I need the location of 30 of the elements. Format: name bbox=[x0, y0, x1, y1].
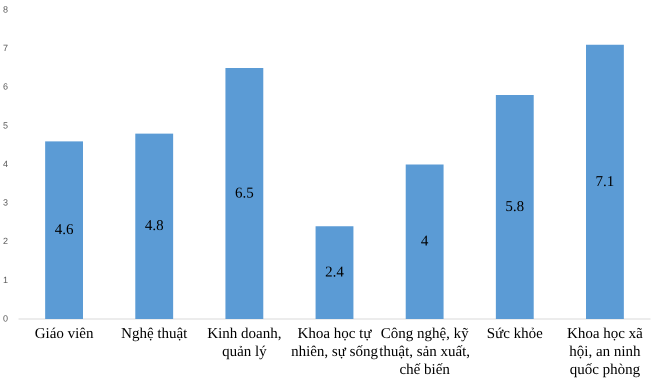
bar bbox=[586, 44, 624, 319]
data-label: 4.8 bbox=[144, 218, 164, 234]
y-tick-label: 7 bbox=[2, 43, 8, 54]
bar bbox=[135, 134, 174, 319]
bar bbox=[316, 226, 354, 319]
data-label: 4.6 bbox=[54, 222, 74, 238]
data-label: 2.4 bbox=[325, 264, 344, 281]
y-tick-label: 6 bbox=[2, 82, 8, 92]
x-tick-label: Kinh doanh, quản lý bbox=[207, 326, 282, 360]
bar bbox=[406, 164, 444, 319]
y-tick-label: 3 bbox=[2, 198, 8, 208]
data-label: 4 bbox=[420, 234, 429, 250]
y-tick-label: 4 bbox=[2, 158, 8, 169]
x-tick-label: Công nghệ, kỹ thuật, sản xuất, chế biến bbox=[379, 326, 470, 378]
x-tick-label: Nghệ thuật bbox=[121, 326, 188, 342]
y-tick-label: 5 bbox=[2, 120, 8, 130]
x-tick-label: Sức khỏe bbox=[486, 326, 544, 342]
data-label: 5.8 bbox=[505, 198, 524, 215]
y-tick-label: 8 bbox=[2, 4, 8, 14]
bar bbox=[225, 68, 264, 319]
bar bbox=[496, 94, 534, 319]
bar bbox=[45, 141, 84, 319]
data-label: 6.5 bbox=[234, 185, 254, 202]
x-tick-label: Giáo viên bbox=[34, 326, 94, 342]
y-tick-label: 2 bbox=[2, 236, 8, 246]
x-tick-label: Khoa học xã hội, an ninh quốc phòng bbox=[567, 326, 644, 378]
data-label: 7.1 bbox=[596, 174, 614, 190]
y-tick-label: 0 bbox=[2, 313, 8, 324]
y-tick-label: 1 bbox=[2, 274, 8, 285]
x-tick-label: Khoa học tự nhiên, sự sống bbox=[291, 326, 378, 360]
